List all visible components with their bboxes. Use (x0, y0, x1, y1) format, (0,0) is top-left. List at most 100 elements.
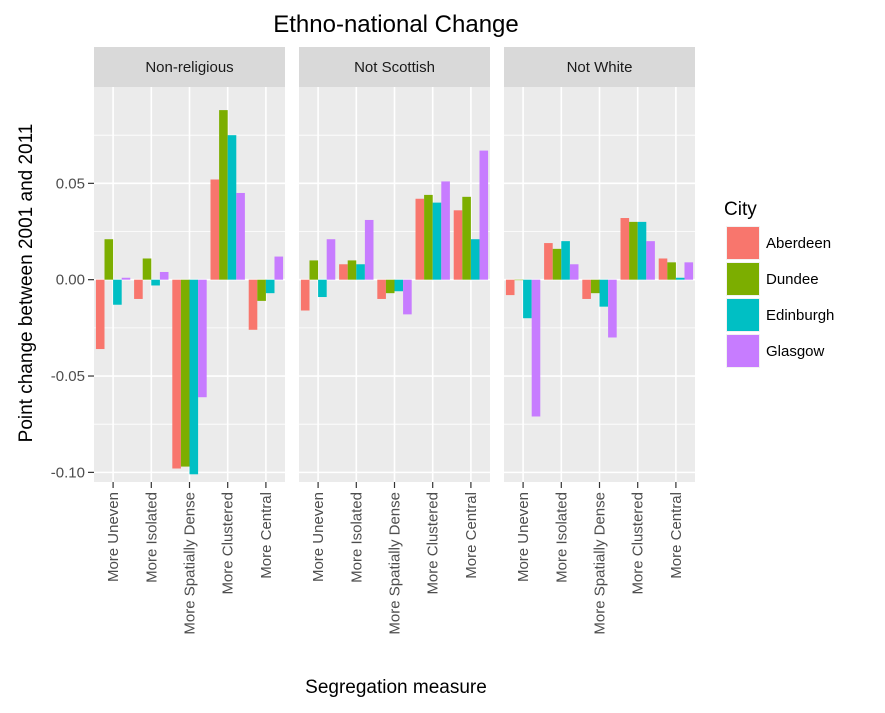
bar-not-scottish-aberdeen-more-clustered (415, 198, 425, 280)
bar-non-religious-edinburgh-more-spatially-dense (189, 279, 199, 475)
chart-title: Ethno-national Change (273, 11, 519, 38)
bar-non-religious-glasgow-more-spatially-dense (198, 279, 207, 398)
legend-label-edinburgh: Edinburgh (766, 307, 834, 324)
bar-not-white-glasgow-more-spatially-dense (608, 279, 617, 338)
bar-not-white-dundee-more-spatially-dense (590, 279, 600, 294)
legend-title: City (724, 199, 757, 220)
x-tick-label: More Isolated (553, 492, 570, 583)
bar-non-religious-dundee-more-spatially-dense (180, 279, 190, 467)
bar-non-religious-dundee-more-clustered (219, 110, 228, 280)
legend-swatch-aberdeen (727, 227, 759, 259)
x-tick-label: More Spatially Dense (182, 492, 199, 635)
bar-not-white-glasgow-more-isolated (569, 264, 579, 280)
bar-non-religious-glasgow-more-clustered (236, 192, 245, 280)
bar-not-white-aberdeen-more-uneven (505, 279, 515, 296)
bar-non-religious-aberdeen-more-clustered (210, 179, 220, 280)
bar-not-white-edinburgh-more-isolated (561, 241, 570, 280)
y-tick-label: -0.05 (51, 368, 85, 385)
legend-swatch-glasgow (727, 335, 759, 367)
bar-not-white-glasgow-more-clustered (646, 241, 655, 280)
bar-non-religious-dundee-more-isolated (142, 258, 152, 280)
y-tick-label: -0.10 (51, 464, 85, 481)
bar-not-scottish-glasgow-more-uneven (326, 239, 336, 280)
bar-not-scottish-aberdeen-more-isolated (339, 264, 348, 280)
bar-not-scottish-edinburgh-more-spatially-dense (394, 279, 404, 292)
bar-not-scottish-dundee-more-uneven (309, 260, 319, 280)
bar-non-religious-edinburgh-more-central (265, 279, 275, 294)
bar-non-religious-edinburgh-more-clustered (227, 135, 237, 280)
bar-not-white-dundee-more-central (667, 262, 676, 280)
legend-swatch-edinburgh (727, 299, 759, 331)
bar-non-religious-glasgow-more-isolated (159, 271, 169, 280)
bar-not-scottish-glasgow-more-spatially-dense (403, 279, 412, 315)
x-tick-label: More Uneven (105, 492, 122, 582)
bar-non-religious-dundee-more-central (257, 279, 266, 301)
y-tick-label: 0.00 (56, 272, 85, 289)
facet-strip (94, 47, 285, 87)
bar-not-white-glasgow-more-uneven (531, 279, 541, 417)
legend-label-aberdeen: Aberdeen (766, 235, 831, 252)
facet-strip (504, 47, 695, 87)
bar-non-religious-glasgow-more-uneven (121, 277, 131, 280)
bar-not-scottish-glasgow-more-isolated (364, 219, 374, 280)
x-tick-label: More Spatially Dense (387, 492, 404, 635)
bar-not-scottish-dundee-more-isolated (347, 260, 357, 280)
bar-not-scottish-edinburgh-more-isolated (356, 264, 365, 280)
bar-not-white-glasgow-more-central (684, 262, 694, 280)
bar-non-religious-edinburgh-more-isolated (151, 279, 160, 286)
bar-not-scottish-dundee-more-spatially-dense (385, 279, 395, 294)
panel-not-scottish: Not Scottish More Uneven More Isolated More… (299, 47, 490, 635)
legend-label-dundee: Dundee (766, 271, 819, 288)
bar-non-religious-aberdeen-more-uneven (95, 279, 105, 350)
legend-label-glasgow: Glasgow (766, 343, 825, 360)
bar-not-white-aberdeen-more-clustered (620, 218, 630, 280)
bar-not-white-aberdeen-more-central (658, 258, 668, 280)
x-tick-label: More Isolated (348, 492, 365, 583)
facet-label: Not Scottish (354, 59, 435, 76)
panel-not-white: Not White More Uneven More Isolated More Sp… (504, 47, 695, 635)
legend: City Aberdeen Dundee Edinburgh Glasgow (724, 199, 834, 368)
bar-non-religious-aberdeen-more-central (248, 279, 258, 330)
bar-not-scottish-glasgow-more-central (479, 150, 489, 280)
bar-not-scottish-edinburgh-more-central (470, 239, 480, 280)
facet-label: Not White (567, 59, 633, 76)
bar-not-white-edinburgh-more-clustered (637, 221, 647, 280)
bar-not-white-edinburgh-more-spatially-dense (599, 279, 609, 307)
legend-swatch-dundee (727, 263, 759, 295)
y-tick-label: 0.05 (56, 175, 85, 192)
bar-not-white-edinburgh-more-central (675, 277, 685, 280)
x-tick-label: More Clustered (220, 492, 237, 595)
facet-strip (299, 47, 490, 87)
bar-not-white-dundee-more-clustered (629, 221, 638, 280)
bar-non-religious-glasgow-more-central (274, 256, 284, 280)
bar-non-religious-edinburgh-more-uneven (113, 279, 122, 305)
bar-not-white-aberdeen-more-isolated (544, 243, 553, 280)
bar-not-scottish-aberdeen-more-central (453, 210, 463, 280)
panel-non-religious: Non-religious More Uneven More Isolated Mor… (94, 47, 285, 635)
bar-not-scottish-dundee-more-central (462, 196, 471, 280)
panels-layer: Non-religious More Uneven More Isolated Mor… (94, 47, 695, 635)
x-tick-label: More Central (258, 492, 275, 579)
bar-not-scottish-dundee-more-clustered (424, 194, 433, 280)
x-tick-label: More Central (463, 492, 480, 579)
x-tick-label: More Uneven (515, 492, 532, 582)
y-axis-label: Point change between 2001 and 2011 (16, 124, 37, 443)
x-tick-label: More Isolated (143, 492, 160, 583)
x-tick-label: More Clustered (425, 492, 442, 595)
bar-not-white-aberdeen-more-spatially-dense (582, 279, 591, 299)
bar-not-white-dundee-more-isolated (552, 248, 562, 280)
bar-not-white-edinburgh-more-uneven (523, 279, 532, 319)
facet-label: Non-religious (145, 59, 233, 76)
bar-non-religious-aberdeen-more-spatially-dense (172, 279, 181, 469)
x-tick-label: More Central (668, 492, 685, 579)
bar-not-scottish-glasgow-more-clustered (441, 181, 450, 280)
bar-not-scottish-aberdeen-more-uneven (300, 279, 310, 311)
bar-not-scottish-edinburgh-more-uneven (318, 279, 327, 298)
x-axis-label: Segregation measure (305, 677, 487, 698)
y-axis: -0.10 -0.05 0.00 0.05 (51, 175, 94, 481)
x-tick-label: More Uneven (310, 492, 327, 582)
bar-not-scottish-edinburgh-more-clustered (432, 202, 442, 280)
bar-not-white-dundee-more-uneven (514, 279, 524, 281)
